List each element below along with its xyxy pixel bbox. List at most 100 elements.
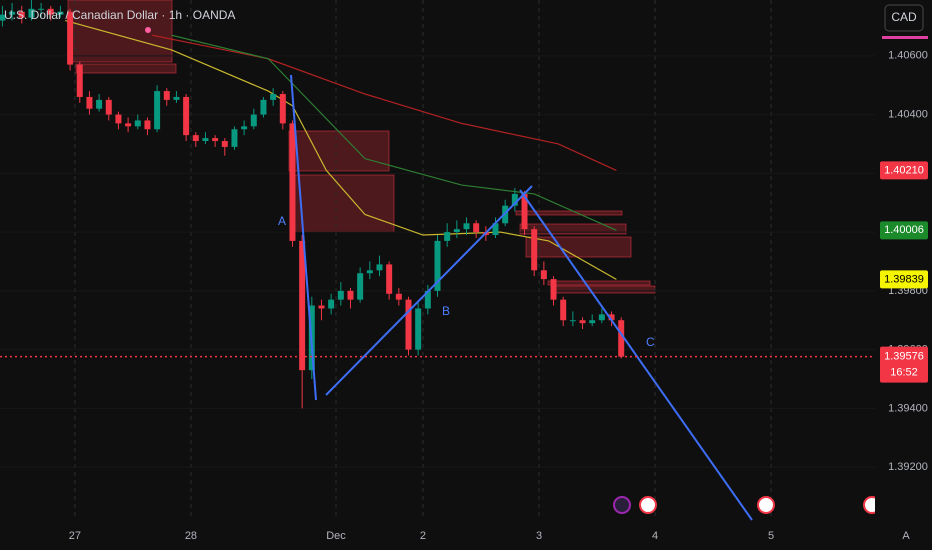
candle-body xyxy=(221,141,228,147)
candle-body xyxy=(0,14,6,21)
order-block xyxy=(551,285,656,294)
candle-body xyxy=(47,8,54,15)
currency-underline xyxy=(882,36,928,39)
candle-body xyxy=(424,290,431,309)
order-blocks xyxy=(67,0,656,294)
order-block xyxy=(67,0,173,63)
candle-body xyxy=(250,114,257,127)
candle-body xyxy=(144,120,151,130)
candle-body xyxy=(560,299,567,321)
marker xyxy=(145,27,151,33)
trend-line xyxy=(519,189,753,521)
candle-body xyxy=(415,308,422,350)
x-tick-label: 28 xyxy=(185,530,197,542)
order-block xyxy=(291,174,395,233)
annotation: A xyxy=(278,214,286,228)
candle-body xyxy=(67,11,74,65)
candle-body xyxy=(366,270,373,274)
candle-body xyxy=(608,314,615,321)
candle-body xyxy=(463,223,470,230)
x-tick-label: 3 xyxy=(536,530,542,542)
moving-average xyxy=(171,34,617,231)
candle-body xyxy=(550,279,557,300)
plot xyxy=(0,0,772,520)
order-block xyxy=(519,223,627,235)
candle-body xyxy=(260,99,267,115)
candle-body xyxy=(9,11,16,15)
last-price-badge xyxy=(880,346,928,383)
y-tick-label: 1.40400 xyxy=(888,108,928,120)
order-block xyxy=(288,130,390,172)
price-badge-label: 1.40006 xyxy=(884,224,924,236)
candle-body xyxy=(270,94,277,100)
candle-body xyxy=(453,229,460,233)
candle-body xyxy=(154,91,161,130)
axis-layer: 1.392001.394001.396001.398001.400001.402… xyxy=(880,50,928,473)
candle-body xyxy=(386,264,393,294)
candle-body xyxy=(511,193,518,206)
x-tick-label: 4 xyxy=(652,530,658,542)
candle-body xyxy=(173,96,180,100)
price-badge-label: 1.40210 xyxy=(884,164,924,176)
trend-line xyxy=(325,185,533,396)
trend-line xyxy=(290,74,317,401)
event-icon[interactable] xyxy=(639,496,657,514)
candle-body xyxy=(18,11,25,18)
annotation: C xyxy=(646,335,655,349)
candle-body xyxy=(395,293,402,300)
candle-body xyxy=(125,123,132,127)
y-tick-label: 1.39200 xyxy=(888,461,928,473)
last-price-label: 1.39576 xyxy=(884,351,924,363)
event-icon[interactable] xyxy=(757,496,775,514)
candle-body xyxy=(192,135,199,142)
candle-body xyxy=(241,126,248,130)
candle-body xyxy=(96,99,103,109)
candle-body xyxy=(202,138,209,142)
candle-body xyxy=(434,240,441,291)
candle-body xyxy=(38,8,45,10)
moving-average xyxy=(152,34,617,171)
order-block xyxy=(75,63,177,74)
candle-body xyxy=(444,232,451,241)
candle-body xyxy=(183,96,190,136)
candle-body xyxy=(569,320,576,322)
x-tick-label: 5 xyxy=(768,530,774,542)
candle-body xyxy=(540,270,547,280)
candle-body xyxy=(105,99,112,115)
y-tick-label: 1.40600 xyxy=(888,50,928,62)
candle-body xyxy=(212,138,219,142)
price-badge xyxy=(880,221,928,240)
candle-body xyxy=(589,320,596,324)
candle-body xyxy=(357,273,364,300)
candle-body xyxy=(231,129,238,147)
currency-button[interactable] xyxy=(884,4,924,32)
candle-body xyxy=(531,229,538,271)
order-block xyxy=(525,236,632,258)
candle-body xyxy=(598,314,605,321)
auto-scale-button[interactable]: A xyxy=(902,530,910,542)
event-icon[interactable] xyxy=(613,496,631,514)
x-tick-label: 27 xyxy=(69,530,81,542)
event-icons xyxy=(613,496,881,514)
candle-body xyxy=(134,120,141,127)
candle-body xyxy=(618,320,625,357)
candle-body xyxy=(347,290,354,300)
candle-body xyxy=(318,305,325,309)
candle-body xyxy=(376,264,383,271)
order-block xyxy=(547,280,651,286)
x-tick-label: Dec xyxy=(326,530,346,542)
moving-average xyxy=(65,19,617,280)
price-badge xyxy=(880,270,928,289)
candle-body xyxy=(279,94,286,124)
abc-drawing xyxy=(290,74,753,521)
currency-label: CAD xyxy=(891,10,917,24)
candle-body xyxy=(115,114,122,124)
candle-body xyxy=(579,320,586,324)
candle-body xyxy=(163,91,170,100)
candle-body xyxy=(337,290,344,300)
candle-body xyxy=(299,240,306,371)
price-badge xyxy=(880,161,928,180)
y-tick-label: 1.39400 xyxy=(888,402,928,414)
annotation: B xyxy=(442,304,450,318)
